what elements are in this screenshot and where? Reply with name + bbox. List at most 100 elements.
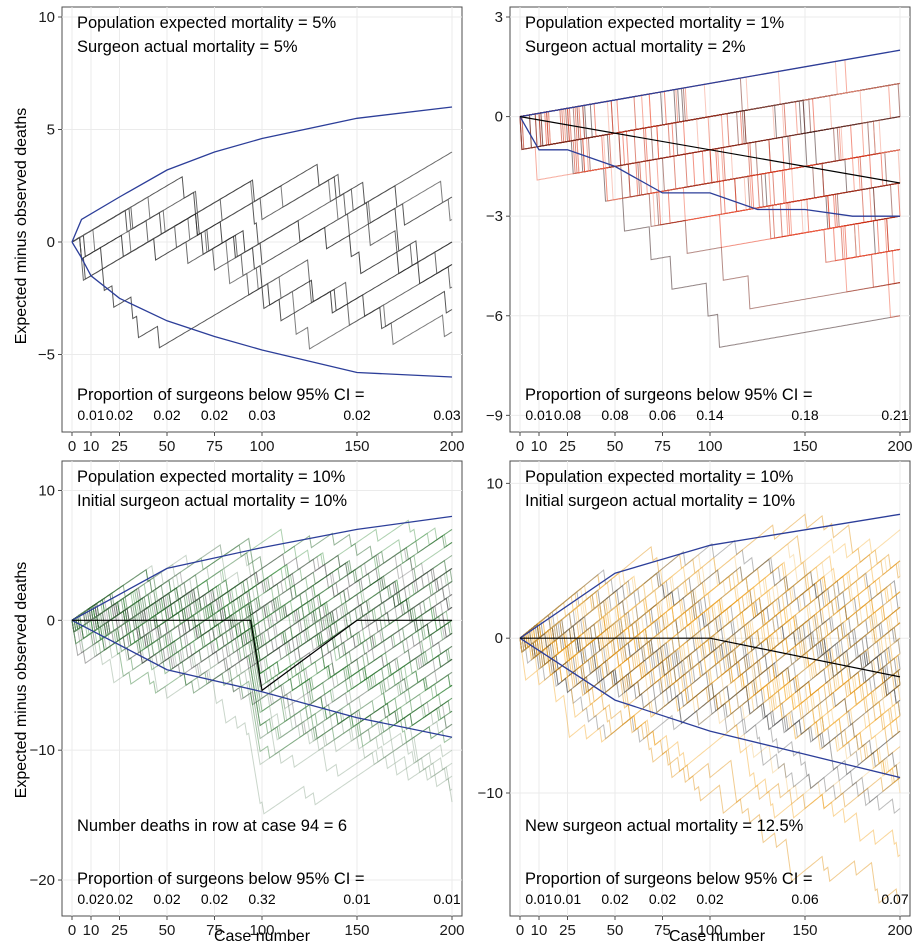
simulated-path — [519, 576, 901, 674]
simulated-path — [519, 560, 901, 649]
simulated-path — [519, 623, 901, 698]
y-tick-label: −3 — [486, 208, 503, 225]
y-tick-label: −20 — [30, 872, 55, 889]
lower-95ci-line — [71, 241, 453, 378]
upper-95ci-line — [519, 49, 901, 118]
x-tick-label: 200 — [887, 922, 912, 939]
x-tick-label: 150 — [344, 922, 369, 939]
proportion-value: 0.02 — [601, 891, 628, 907]
proportion-value: 0.02 — [106, 407, 133, 423]
x-tick-label: 0 — [68, 438, 76, 455]
simulated-path — [71, 554, 453, 626]
y-axis-title-bottom: Expected minus observed deaths — [13, 562, 30, 799]
mean-line — [520, 637, 901, 678]
simulated-path — [71, 537, 453, 626]
simulated-path — [71, 580, 453, 633]
gridlines — [62, 461, 462, 916]
panel-top-right: 3 0 −3 −6 −9 0 10 25 50 75 100 150 200 Population exp… — [486, 6, 913, 455]
gridlines — [510, 461, 910, 916]
simulated-path — [519, 638, 901, 858]
annotation-2: Surgeon actual mortality = 5% — [77, 38, 298, 56]
simulated-path — [519, 572, 901, 689]
plot-area — [519, 513, 901, 904]
y-tick-label: 0 — [47, 234, 55, 251]
x-tick-label: 50 — [159, 922, 176, 939]
simulated-path — [71, 618, 453, 693]
simulated-path — [519, 562, 901, 661]
annotation-2: Initial surgeon actual mortality = 10% — [525, 492, 795, 510]
y-tick-label: 10 — [38, 9, 55, 26]
y-tick-label: −9 — [486, 407, 503, 424]
simulated-path — [519, 614, 901, 725]
proportion-value: 0.32 — [248, 891, 275, 907]
proportion-value: 0.14 — [696, 407, 723, 423]
simulated-path — [71, 548, 453, 626]
annotation-2: Surgeon actual mortality = 2% — [525, 38, 746, 56]
simulated-path — [71, 568, 453, 662]
proportion-value: 0.02 — [153, 891, 180, 907]
proportion-title: Proportion of surgeons below 95% CI = — [77, 386, 365, 404]
simulated-path — [71, 607, 453, 748]
proportion-value: 0.06 — [791, 891, 818, 907]
simulated-path — [519, 575, 901, 669]
annotation-3: Number deaths in row at case 94 = 6 — [77, 817, 347, 835]
upper-95ci-line — [519, 513, 901, 639]
x-tick-label: 75 — [654, 922, 671, 939]
annotation-3: New surgeon actual mortality = 12.5% — [525, 817, 804, 835]
simulated-path — [519, 632, 901, 711]
lower-95ci-line — [519, 116, 900, 217]
y-tick-label: 0 — [495, 630, 503, 647]
x-tick-label: 75 — [654, 438, 671, 455]
simulated-path — [71, 620, 453, 768]
simulated-path — [71, 605, 453, 740]
proportion-value: 0.03 — [248, 407, 275, 423]
proportion-title: Proportion of surgeons below 95% CI = — [77, 870, 365, 888]
y-tick-label: −5 — [38, 347, 55, 364]
x-tick-label: 10 — [83, 922, 100, 939]
simulated-path — [71, 601, 453, 644]
simulated-path — [71, 610, 453, 727]
proportion-value: 0.02 — [106, 891, 133, 907]
simulated-path — [519, 579, 901, 646]
simulated-path — [519, 589, 901, 697]
simulated-path — [71, 173, 453, 289]
x-tick-label: 150 — [344, 438, 369, 455]
simulated-path — [71, 587, 453, 654]
simulated-paths — [71, 519, 453, 815]
x-tick-label: 0 — [516, 438, 524, 455]
proportion-value: 0.08 — [554, 407, 581, 423]
simulated-path — [71, 610, 453, 707]
simulated-path — [71, 596, 453, 706]
x-tick-label: 25 — [111, 922, 128, 939]
simulated-path — [519, 634, 901, 688]
simulated-path — [71, 601, 453, 662]
simulated-path — [519, 542, 901, 657]
plot-area — [519, 49, 901, 348]
x-tick-label: 50 — [607, 922, 624, 939]
simulated-path — [71, 527, 453, 626]
simulated-path — [71, 559, 453, 653]
simulated-path — [71, 554, 453, 622]
simulated-path — [519, 624, 901, 753]
simulated-path — [71, 600, 453, 803]
simulated-path — [71, 570, 453, 735]
simulated-path — [519, 570, 901, 674]
simulated-path — [71, 597, 453, 744]
simulated-path — [519, 586, 901, 657]
simulated-path — [519, 555, 901, 672]
simulated-path — [71, 563, 453, 641]
x-tick-label: 25 — [559, 922, 576, 939]
simulated-path — [519, 603, 901, 757]
x-tick-label: 10 — [531, 438, 548, 455]
y-tick-label: −10 — [478, 785, 503, 802]
simulated-path — [71, 609, 453, 723]
simulated-path — [71, 583, 453, 635]
proportion-value: 0.02 — [77, 891, 104, 907]
proportion-value: 0.01 — [343, 891, 370, 907]
simulated-path — [519, 115, 901, 318]
simulated-path — [71, 588, 453, 633]
